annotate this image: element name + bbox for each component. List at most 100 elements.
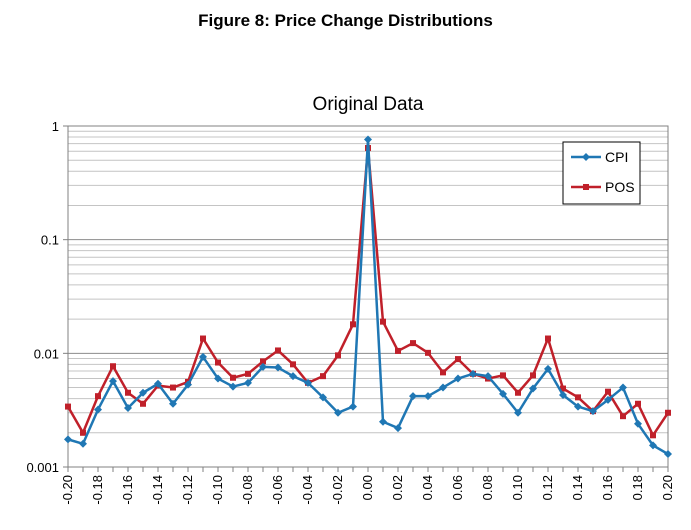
data-point-cpi [634, 419, 642, 428]
data-point-cpi [574, 402, 582, 411]
x-tick-label: -0.08 [240, 475, 255, 505]
y-tick-label: 0.1 [41, 233, 59, 248]
x-tick-label: -0.20 [60, 475, 75, 505]
chart-title: Original Data [313, 94, 424, 115]
data-point-cpi [319, 393, 327, 402]
axes: 0.001 0.01 0.1 1 -0.20 -0.18 -0.16 -0.14 -0.12 -0… [26, 119, 675, 505]
data-point-pos [560, 385, 566, 392]
data-point-cpi [469, 369, 477, 378]
data-point-cpi [499, 389, 507, 398]
x-tick-label: 0.14 [570, 475, 585, 500]
data-point-pos [380, 318, 386, 325]
data-point-cpi [649, 441, 657, 450]
data-point-pos [230, 374, 236, 381]
x-tick-label: -0.18 [90, 475, 105, 505]
data-point-cpi [619, 383, 627, 392]
data-point-pos [620, 413, 626, 420]
data-point-pos [635, 400, 641, 407]
x-tick-label: 0.00 [360, 475, 375, 500]
data-point-pos [110, 363, 116, 370]
y-tick-label: 1 [52, 119, 59, 134]
x-tick-label: 0.18 [630, 475, 645, 500]
x-tick-label: 0.04 [420, 475, 435, 500]
x-tick-label: -0.16 [120, 475, 135, 505]
data-point-pos [515, 389, 521, 396]
data-point-pos [500, 372, 506, 379]
data-point-cpi [349, 402, 357, 411]
data-point-pos [245, 370, 251, 377]
data-point-cpi [424, 392, 432, 401]
legend-marker-pos [583, 184, 589, 190]
data-point-cpi [244, 378, 252, 387]
data-point-cpi [139, 388, 147, 397]
data-point-cpi [184, 380, 192, 389]
data-point-cpi [109, 377, 117, 386]
data-point-pos [410, 340, 416, 347]
data-point-pos [320, 373, 326, 380]
data-point-cpi [544, 364, 552, 373]
data-point-pos [395, 347, 401, 354]
data-point-cpi [94, 405, 102, 414]
x-tick-label: 0.10 [510, 475, 525, 500]
data-point-cpi [229, 382, 237, 391]
data-point-pos [650, 432, 656, 439]
data-point-cpi [289, 372, 297, 381]
data-point-pos [215, 359, 221, 366]
data-point-pos [530, 372, 536, 379]
data-point-pos [455, 356, 461, 363]
data-point-cpi [394, 424, 402, 433]
data-point-pos [575, 394, 581, 401]
data-point-cpi [514, 408, 522, 417]
x-tick-label: -0.14 [150, 475, 165, 505]
data-point-pos [200, 335, 206, 342]
figure-title: Figure 8: Price Change Distributions [198, 11, 493, 30]
data-point-pos [350, 321, 356, 328]
legend: CPI POS [562, 141, 641, 205]
data-point-cpi [484, 372, 492, 381]
x-tick-label: -0.04 [300, 475, 315, 505]
data-point-pos [425, 349, 431, 356]
data-point-pos [545, 335, 551, 342]
data-point-cpi [199, 352, 207, 361]
x-tick-label: -0.12 [180, 475, 195, 505]
data-point-pos [290, 361, 296, 368]
series-cpi [64, 135, 672, 459]
data-point-cpi [439, 383, 447, 392]
legend-label-pos: POS [605, 179, 635, 195]
data-point-pos [125, 389, 131, 396]
legend-marker-cpi [582, 153, 590, 161]
data-point-pos [170, 384, 176, 391]
data-point-cpi [154, 379, 162, 388]
data-point-cpi [169, 399, 177, 408]
y-tick-label: 0.01 [34, 346, 59, 361]
data-point-cpi [259, 362, 267, 371]
data-point-pos [665, 409, 671, 416]
data-point-cpi [304, 378, 312, 387]
data-point-cpi [64, 435, 72, 444]
data-point-cpi [529, 384, 537, 393]
x-tick-label: -0.06 [270, 475, 285, 505]
data-point-cpi [79, 439, 87, 448]
data-point-cpi [364, 135, 372, 144]
data-point-cpi [589, 407, 597, 416]
x-tick-label: 0.08 [480, 475, 495, 500]
x-tick-label: -0.02 [330, 475, 345, 505]
data-point-pos [605, 388, 611, 395]
legend-label-cpi: CPI [605, 149, 628, 165]
data-point-pos [65, 403, 71, 410]
data-point-cpi [274, 363, 282, 372]
data-point-pos [335, 352, 341, 359]
y-tick-label: 0.001 [26, 460, 59, 475]
x-tick-label: 0.02 [390, 475, 405, 500]
data-point-cpi [409, 392, 417, 401]
data-point-pos [80, 429, 86, 436]
x-tick-label: 0.06 [450, 475, 465, 500]
x-tick-label: 0.16 [600, 475, 615, 500]
x-tick-label: -0.10 [210, 475, 225, 505]
data-point-cpi [124, 404, 132, 413]
data-point-cpi [454, 374, 462, 383]
legend-box [562, 141, 641, 205]
data-point-pos [140, 400, 146, 407]
data-point-pos [95, 393, 101, 400]
